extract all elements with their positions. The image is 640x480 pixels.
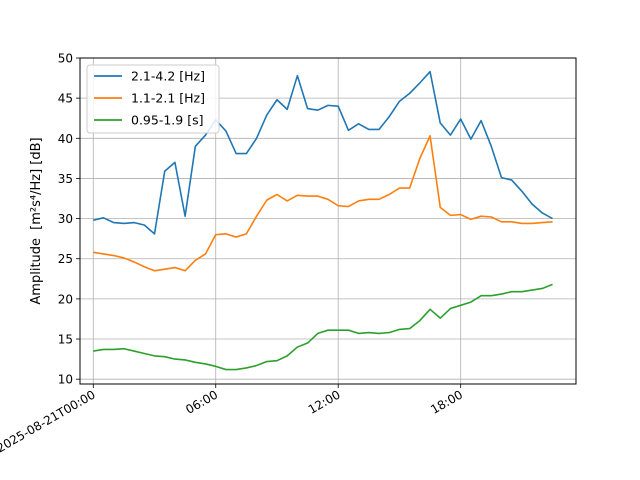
- legend-label: 2.1-4.2 [Hz]: [131, 69, 205, 84]
- y-tick-label: 50: [58, 52, 73, 66]
- y-axis-label: Amplitude [m²s⁴/Hz] [dB]: [29, 137, 44, 304]
- y-axis-ticks: 10 15 20 25 30 35 40 45 50: [58, 52, 80, 387]
- series-line-1: [93, 70, 553, 235]
- y-tick-label: 25: [58, 252, 73, 266]
- y-tick-label: 40: [58, 132, 73, 146]
- series-lines: [93, 70, 553, 371]
- y-axis-label-text: Amplitude: [29, 238, 44, 305]
- legend: 2.1-4.2 [Hz] 1.1-2.1 [Hz] 0.95-1.9 [s]: [86, 64, 220, 134]
- plot-frame: [79, 57, 577, 385]
- y-tick-label: 35: [58, 172, 73, 186]
- y-tick-label: 10: [58, 373, 73, 387]
- y-tick-label: 20: [58, 292, 73, 306]
- y-tick-label: 15: [58, 333, 73, 347]
- series-line-3: [93, 283, 553, 371]
- legend-box: [86, 64, 220, 134]
- legend-label: 0.95-1.9 [s]: [131, 113, 203, 128]
- series-line-2: [93, 135, 553, 272]
- y-tick-label: 30: [58, 212, 73, 226]
- y-tick-label: 45: [58, 92, 73, 106]
- y-axis-label-unit: [m²s⁴/Hz] [dB]: [29, 137, 44, 229]
- legend-label: 1.1-2.1 [Hz]: [131, 91, 205, 106]
